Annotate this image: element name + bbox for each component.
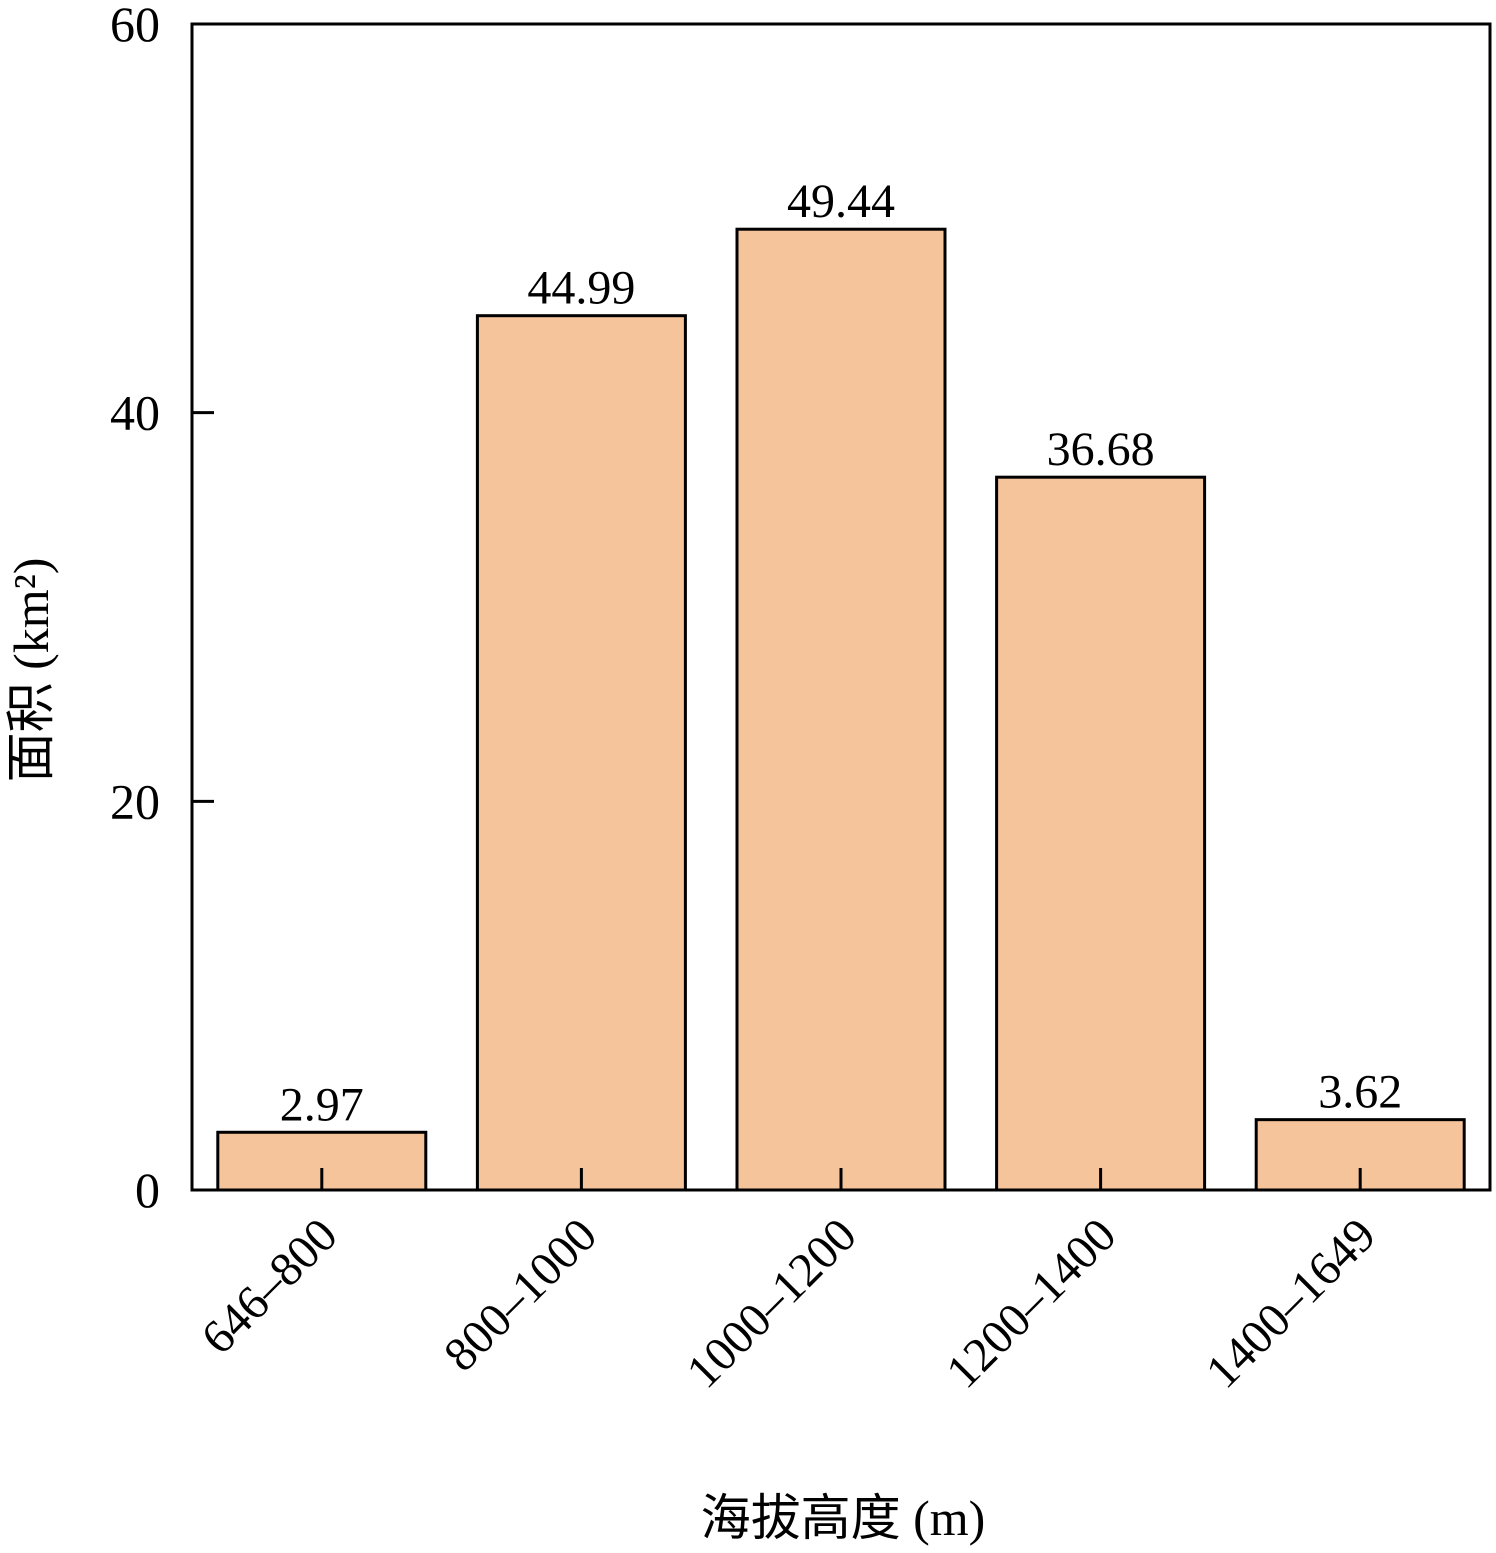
- bar-value-label-2: 49.44: [787, 175, 895, 228]
- bar-value-label-3: 36.68: [1047, 423, 1155, 476]
- bar-value-label-0: 2.97: [280, 1078, 364, 1131]
- y-tick-label-2: 40: [110, 385, 160, 441]
- bar-2: [735, 227, 947, 1192]
- bar-3: [995, 475, 1207, 1192]
- bar-labels-group: 2.97 44.99 49.44 36.68 3.62: [280, 175, 1402, 1131]
- bar-value-label-1: 44.99: [527, 262, 635, 315]
- x-tick-label-3: 1200–1400: [936, 1208, 1126, 1398]
- x-tick-label-4: 1400–1649: [1196, 1208, 1386, 1398]
- x-tick-label-0: 646–800: [191, 1208, 347, 1364]
- y-tick-label-3: 60: [110, 0, 160, 52]
- x-tick-label-1: 800–1000: [434, 1208, 607, 1381]
- y-tick-label-1: 20: [110, 773, 160, 829]
- y-axis-title: 面积 (km²): [3, 558, 59, 783]
- bar-value-label-4: 3.62: [1318, 1066, 1402, 1119]
- y-axis-ticks: 0 20 40 60: [110, 0, 214, 1218]
- bar-1: [475, 314, 687, 1192]
- x-tick-label-2: 1000–1200: [677, 1208, 867, 1398]
- bars-group: [216, 227, 1466, 1192]
- x-axis-ticks: 646–800 800–1000 1000–1200 1200–1400 1400–16…: [191, 1168, 1386, 1399]
- x-axis-title: 海拔高度 (m): [701, 1490, 986, 1546]
- y-tick-label-0: 0: [135, 1162, 160, 1218]
